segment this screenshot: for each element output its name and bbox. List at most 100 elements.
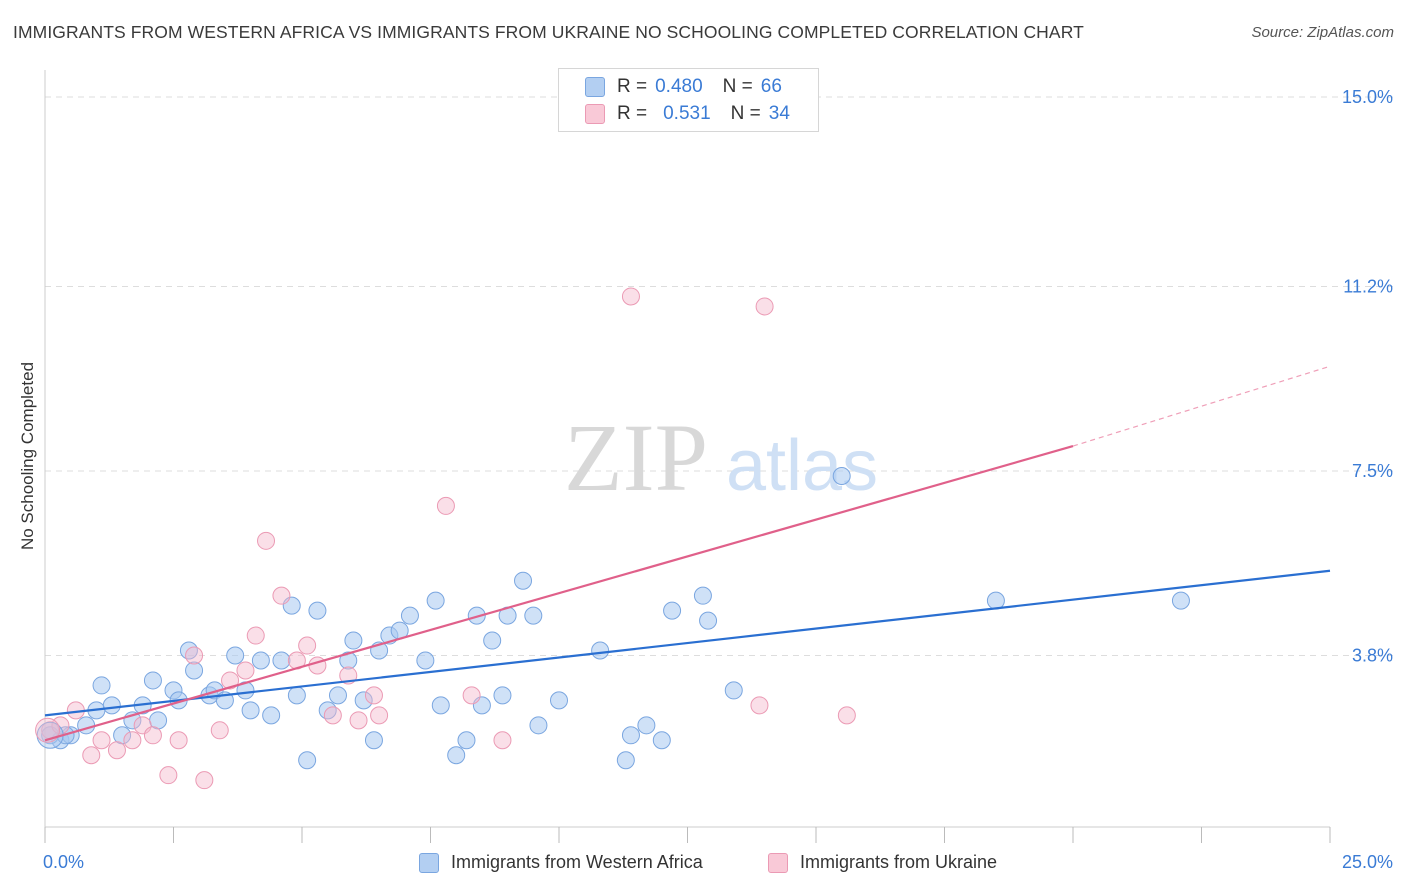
watermark-atlas: atlas bbox=[726, 426, 878, 506]
legend-item-ukraine: Immigrants from Ukraine bbox=[768, 852, 997, 873]
legend-r-label: R = bbox=[617, 76, 648, 97]
point-western-africa bbox=[514, 571, 533, 590]
point-ukraine bbox=[493, 731, 512, 750]
point-ukraine bbox=[837, 706, 856, 725]
point-western-africa bbox=[339, 651, 358, 670]
point-western-africa bbox=[149, 711, 168, 730]
point-western-africa bbox=[318, 701, 337, 720]
y-tick-label: 11.2% bbox=[1343, 276, 1393, 296]
point-western-africa bbox=[616, 751, 635, 770]
point-western-africa bbox=[699, 611, 718, 630]
chart-title: IMMIGRANTS FROM WESTERN AFRICA VS IMMIGR… bbox=[13, 22, 1084, 42]
point-western-africa bbox=[308, 601, 327, 620]
point-western-africa bbox=[591, 641, 610, 660]
point-western-africa bbox=[426, 591, 445, 610]
point-western-africa bbox=[652, 731, 671, 750]
point-western-africa bbox=[621, 726, 640, 745]
point-western-africa bbox=[241, 701, 260, 720]
point-western-africa bbox=[272, 651, 291, 670]
point-ukraine bbox=[436, 496, 455, 515]
legend-label-western-africa: Immigrants from Western Africa bbox=[451, 852, 703, 872]
point-ukraine bbox=[169, 731, 188, 750]
legend-row-ukraine: R = 0.531 N = 34 bbox=[585, 102, 790, 126]
point-ukraine bbox=[82, 746, 101, 765]
point-western-africa bbox=[832, 466, 851, 485]
point-ukraine bbox=[221, 671, 240, 690]
point-ukraine bbox=[272, 586, 291, 605]
y-axis-label: No Schooling Completed bbox=[18, 361, 37, 551]
point-western-africa bbox=[483, 631, 502, 650]
watermark-zip: ZIP bbox=[564, 404, 708, 511]
point-ukraine bbox=[35, 717, 61, 743]
point-western-africa bbox=[1171, 591, 1190, 610]
point-ukraine bbox=[51, 716, 70, 735]
point-ukraine bbox=[107, 741, 126, 760]
point-western-africa bbox=[364, 731, 383, 750]
point-western-africa bbox=[102, 696, 121, 715]
point-western-africa bbox=[328, 686, 347, 705]
point-western-africa bbox=[262, 706, 281, 725]
point-western-africa bbox=[693, 586, 712, 605]
point-ukraine bbox=[185, 646, 204, 665]
point-western-africa bbox=[663, 601, 682, 620]
point-western-africa bbox=[344, 631, 363, 650]
point-western-africa bbox=[400, 606, 419, 625]
point-western-africa bbox=[431, 696, 450, 715]
y-tick-label: 7.5% bbox=[1352, 461, 1393, 481]
trendline-ukraine-extension bbox=[1072, 365, 1331, 447]
trendline-ukraine bbox=[44, 445, 1074, 742]
point-ukraine bbox=[246, 626, 265, 645]
point-ukraine bbox=[143, 726, 162, 745]
point-ukraine bbox=[323, 706, 342, 725]
point-ukraine bbox=[755, 297, 774, 316]
point-western-africa bbox=[354, 691, 373, 710]
x-tick-label-max: 25.0% bbox=[1341, 852, 1393, 872]
legend-n-value: 34 bbox=[768, 103, 790, 124]
legend-r-value: 0.480 bbox=[655, 76, 703, 97]
point-ukraine bbox=[195, 771, 214, 790]
point-ukraine bbox=[159, 766, 178, 785]
point-ukraine bbox=[462, 686, 481, 705]
watermark: ZIP atlas bbox=[564, 404, 878, 511]
y-tick-label: 3.8% bbox=[1352, 646, 1393, 666]
point-ukraine bbox=[210, 721, 229, 740]
point-ukraine bbox=[123, 731, 142, 750]
x-tick-label-min: 0.0% bbox=[43, 852, 85, 872]
legend-swatch-western-africa bbox=[419, 852, 439, 873]
source-credit: Source: ZipAtlas.com bbox=[1251, 24, 1394, 41]
point-ukraine bbox=[349, 711, 368, 730]
point-ukraine bbox=[370, 706, 389, 725]
point-ukraine bbox=[621, 287, 640, 306]
point-western-africa bbox=[226, 646, 245, 665]
legend-n-value: 66 bbox=[760, 76, 782, 97]
legend-r-label: R = bbox=[617, 103, 648, 124]
legend-n-label: N = bbox=[730, 103, 761, 124]
point-western-africa bbox=[416, 651, 435, 670]
point-western-africa bbox=[524, 606, 543, 625]
point-ukraine bbox=[236, 661, 255, 680]
legend-r-value: 0.531 bbox=[663, 103, 711, 124]
point-western-africa bbox=[724, 681, 743, 700]
legend-item-western-africa: Immigrants from Western Africa bbox=[419, 852, 703, 873]
point-western-africa bbox=[457, 731, 476, 750]
point-western-africa bbox=[529, 716, 548, 735]
point-western-africa bbox=[92, 676, 111, 695]
point-western-africa bbox=[143, 671, 162, 690]
point-western-africa bbox=[550, 691, 568, 710]
point-western-africa bbox=[287, 686, 306, 705]
point-western-africa bbox=[447, 746, 466, 765]
point-ukraine bbox=[298, 636, 317, 655]
legend-swatch-western-africa bbox=[585, 77, 605, 97]
correlation-legend: R = 0.480 N = 66 R = 0.531 N = 34 bbox=[558, 68, 819, 132]
legend-swatch-ukraine bbox=[585, 104, 605, 124]
point-western-africa bbox=[637, 716, 656, 735]
point-western-africa bbox=[251, 651, 270, 670]
point-ukraine bbox=[750, 696, 769, 715]
point-western-africa bbox=[298, 751, 317, 770]
legend-label-ukraine: Immigrants from Ukraine bbox=[800, 852, 998, 872]
point-ukraine bbox=[257, 531, 276, 550]
legend-n-label: N = bbox=[722, 76, 753, 97]
y-tick-label: 15.0% bbox=[1342, 87, 1393, 107]
trendline-western-africa bbox=[44, 569, 1331, 717]
